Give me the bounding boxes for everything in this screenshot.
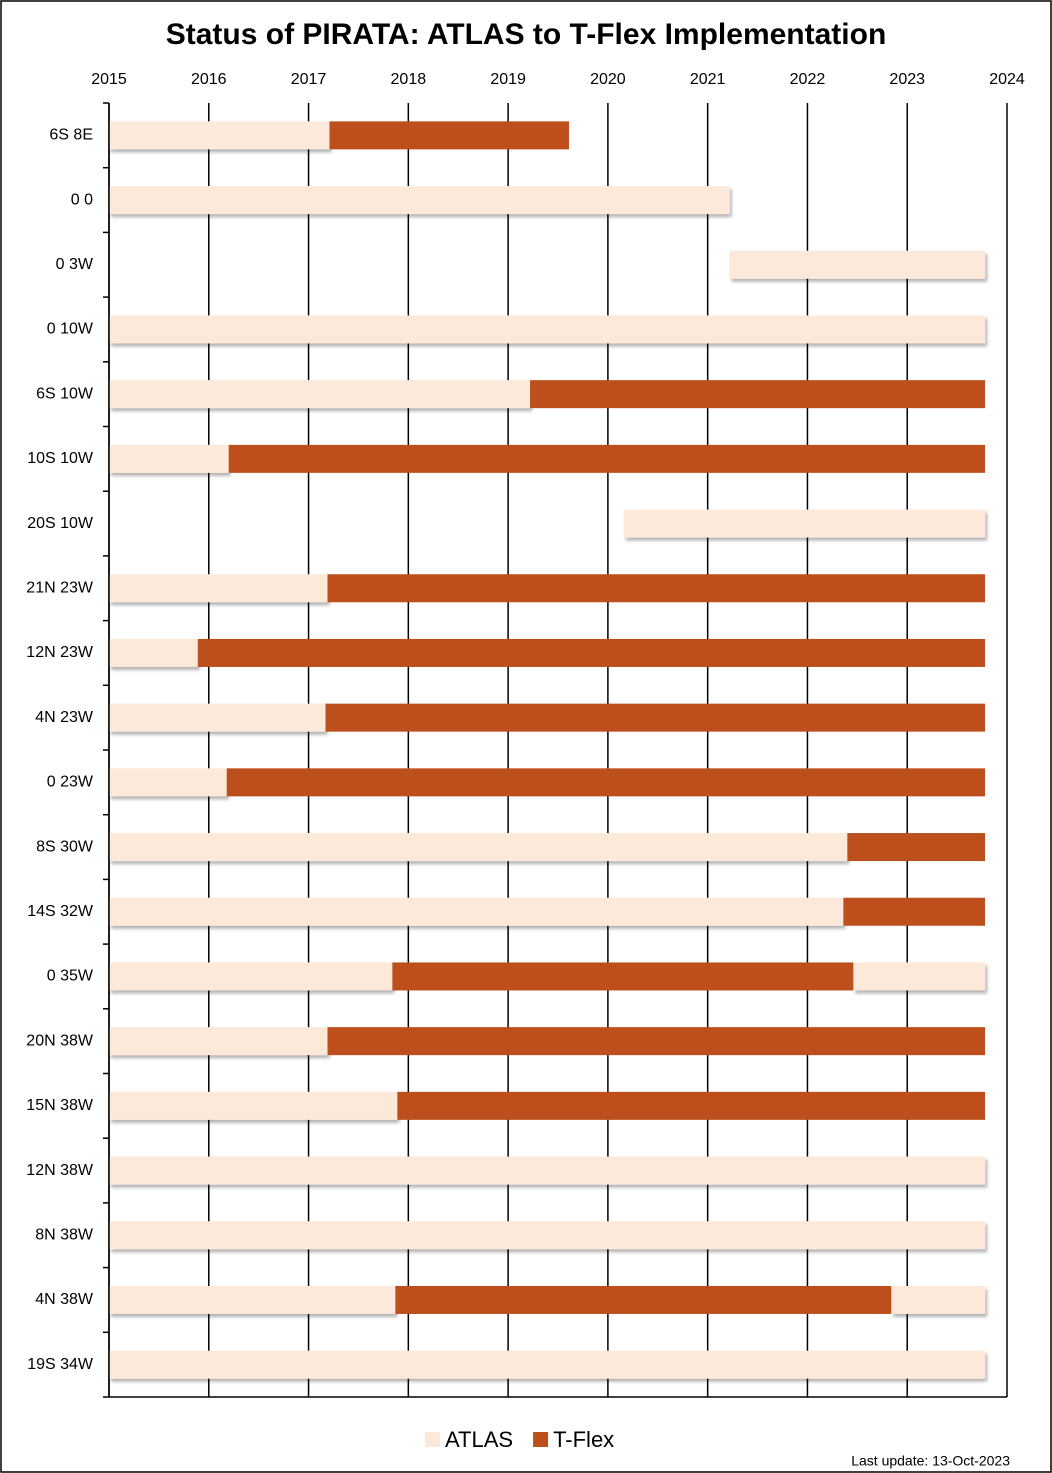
x-tick-label: 2018 xyxy=(391,71,427,88)
legend-swatch xyxy=(425,1432,440,1447)
y-tick-label: 10S 10W xyxy=(27,450,94,467)
y-tick-label: 0 10W xyxy=(47,321,94,338)
bar-segment xyxy=(327,1027,986,1056)
y-tick-label: 19S 34W xyxy=(27,1356,94,1373)
bar-segment xyxy=(329,121,569,150)
bar-segment xyxy=(891,1285,986,1314)
bar-segment xyxy=(109,574,328,603)
bar-segment xyxy=(853,962,986,991)
bar-segment xyxy=(109,638,198,667)
x-tick-label: 2023 xyxy=(889,71,925,88)
bar-segment xyxy=(325,703,986,732)
y-tick-label: 12N 23W xyxy=(26,644,94,661)
bar-segment xyxy=(109,121,330,150)
y-tick-label: 0 35W xyxy=(47,968,94,985)
x-tick-label: 2016 xyxy=(191,71,227,88)
bar-segment xyxy=(109,833,848,862)
bar-segment xyxy=(109,962,393,991)
bar-segment xyxy=(109,1091,398,1120)
y-tick-label: 8N 38W xyxy=(35,1226,94,1243)
x-tick-label: 2015 xyxy=(91,71,127,88)
y-tick-label: 14S 32W xyxy=(27,903,94,920)
x-tick-label: 2022 xyxy=(790,71,826,88)
y-tick-label: 8S 30W xyxy=(36,838,94,855)
y-tick-label: 6S 8E xyxy=(49,127,93,144)
legend-label: T-Flex xyxy=(553,1427,614,1452)
x-tick-label: 2024 xyxy=(989,71,1025,88)
y-tick-label: 20N 38W xyxy=(26,1032,94,1049)
y-tick-label: 4N 38W xyxy=(35,1291,94,1308)
y-tick-label: 6S 10W xyxy=(36,385,94,402)
x-tick-label: 2019 xyxy=(490,71,526,88)
bar-segment xyxy=(109,1221,986,1250)
bar-segment xyxy=(395,1285,892,1314)
bar-segment xyxy=(109,703,326,732)
axes: 2015 2016 2017 2018 2019 2020 2021 2022 2023 2024… xyxy=(26,71,1025,1398)
x-tick-label: 2021 xyxy=(690,71,726,88)
y-tick-label: 12N 38W xyxy=(26,1162,94,1179)
bar-segment xyxy=(109,1156,986,1185)
bars xyxy=(109,121,986,1379)
bar-segment xyxy=(109,897,844,926)
bar-segment xyxy=(327,574,986,603)
y-tick-label: 15N 38W xyxy=(26,1097,94,1114)
bar-segment xyxy=(109,315,986,344)
bar-segment xyxy=(109,1350,986,1379)
y-tick-label: 21N 23W xyxy=(26,579,94,596)
bar-segment xyxy=(397,1091,986,1120)
bar-segment xyxy=(228,444,986,473)
bar-segment xyxy=(729,250,986,279)
chart-title: Status of PIRATA: ATLAS to T-Flex Implem… xyxy=(166,18,887,51)
bar-segment xyxy=(109,380,531,409)
x-tick-label: 2017 xyxy=(291,71,327,88)
y-tick-label: 0 0 xyxy=(71,191,93,208)
bar-segment xyxy=(226,768,986,797)
bar-segment xyxy=(109,186,730,215)
y-tick-label: 0 23W xyxy=(47,774,94,791)
y-tick-label: 4N 23W xyxy=(35,709,94,726)
legend: ATLAS T-Flex xyxy=(425,1427,614,1452)
y-tick-label: 0 3W xyxy=(56,256,94,273)
y-tick-label: 20S 10W xyxy=(27,515,94,532)
bar-segment xyxy=(847,833,986,862)
bar-segment xyxy=(109,1027,328,1056)
bar-segment xyxy=(109,768,227,797)
footnote: Last update: 13-Oct-2023 xyxy=(851,1453,1010,1469)
x-tick-label: 2020 xyxy=(590,71,626,88)
bar-segment xyxy=(392,962,854,991)
bar-segment xyxy=(197,638,986,667)
bar-segment xyxy=(109,444,229,473)
legend-label: ATLAS xyxy=(445,1427,513,1452)
bar-segment xyxy=(623,509,986,538)
bar-segment xyxy=(109,1285,396,1314)
legend-swatch xyxy=(533,1432,549,1447)
bar-segment xyxy=(530,380,986,409)
bar-segment xyxy=(843,897,986,926)
